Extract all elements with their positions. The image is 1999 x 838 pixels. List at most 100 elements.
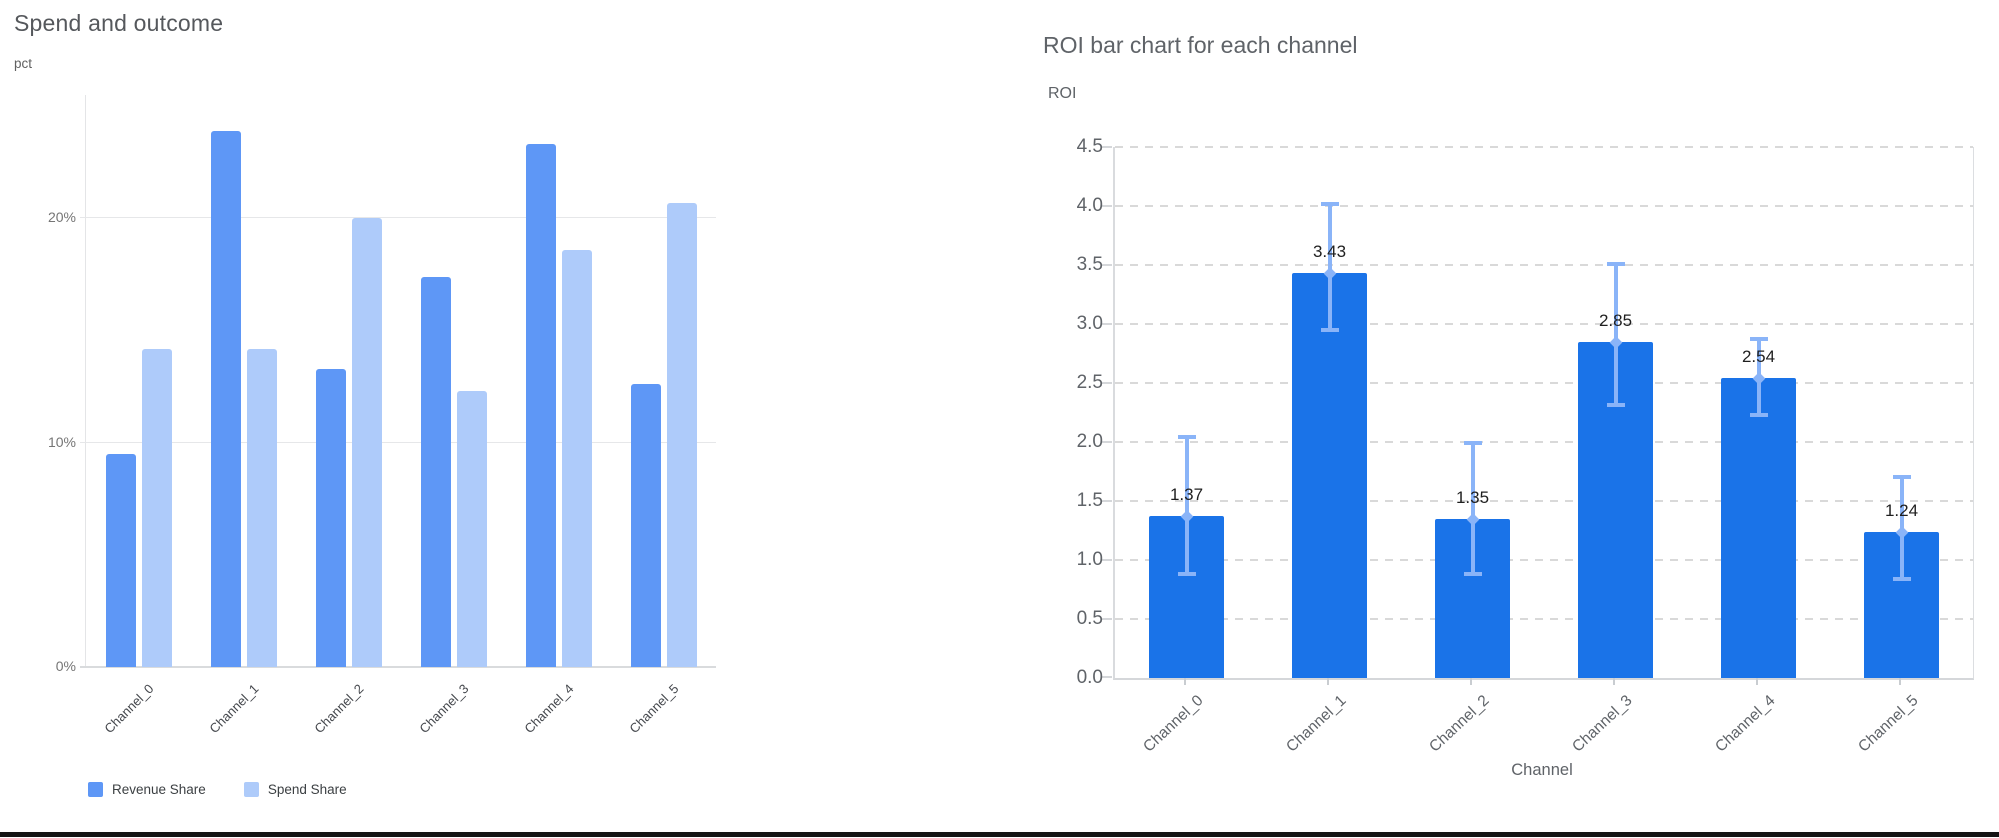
- y-tick-mark: [1102, 618, 1112, 620]
- legend-label: Revenue Share: [112, 782, 206, 797]
- x-tick-label: Channel_1: [206, 681, 262, 737]
- spend-share-bar: [456, 391, 487, 667]
- right-chart-y-axis-unit: ROI: [1048, 85, 1077, 102]
- spend-share-bar: [141, 348, 172, 667]
- bar-value-label: 2.54: [1741, 347, 1776, 367]
- revenue-share-bar: [105, 453, 136, 667]
- y-tick-label: 0.5: [1076, 608, 1103, 629]
- y-tick-label: 4.5: [1076, 136, 1103, 157]
- x-tick-label: Channel_5: [626, 681, 682, 737]
- y-tick-label: 3.5: [1076, 254, 1103, 275]
- spend-share-bar: [246, 348, 277, 667]
- revenue-share-bar: [630, 384, 661, 667]
- error-bar-cap: [1320, 327, 1339, 332]
- y-tick-mark: [1102, 264, 1112, 266]
- right-chart-bar-columns: 1.37 3.43 1.35 2.85 2.54 1.24: [1115, 147, 1973, 678]
- y-tick-label: 0.0: [1076, 667, 1103, 688]
- bar-value-label: 1.35: [1455, 487, 1490, 507]
- left-chart-y-axis-unit: pct: [14, 56, 33, 71]
- revenue-share-bar: [525, 144, 556, 667]
- legend-label: Spend Share: [267, 782, 347, 797]
- error-bar-cap: [1463, 572, 1482, 577]
- error-bar-cap: [1320, 201, 1339, 206]
- y-tick-mark: [1102, 500, 1112, 502]
- error-bar-cap: [1606, 261, 1625, 266]
- y-tick-label: 3.0: [1076, 313, 1103, 334]
- x-tick-mark: [1755, 678, 1758, 685]
- x-tick-label: Channel_4: [1711, 692, 1779, 756]
- y-tick-label: 2.5: [1076, 372, 1103, 393]
- bar-group-channel_2: [296, 95, 401, 667]
- bar-group-channel_1: [191, 95, 296, 667]
- revenue-share-bar: [420, 276, 451, 667]
- x-tick-mark: [1898, 678, 1901, 685]
- y-tick-mark: [1102, 205, 1112, 207]
- error-bar-cap: [1892, 475, 1911, 480]
- spend-share-bar: [666, 202, 697, 667]
- x-tick-label: Channel_1: [1282, 692, 1350, 756]
- error-bar-whisker: [1470, 443, 1475, 575]
- bar-group-channel_0: [86, 95, 191, 667]
- x-tick-label: Channel_0: [1139, 692, 1207, 756]
- left-chart-plot-area: [80, 95, 716, 668]
- roi-bar: [1721, 378, 1796, 678]
- y-tick-label: 1.5: [1076, 490, 1103, 511]
- error-bar-cap: [1463, 441, 1482, 446]
- right-chart-plot-area: 1.37 3.43 1.35 2.85 2.54 1.24: [1102, 146, 1974, 680]
- x-tick-label: Channel_2: [311, 681, 367, 737]
- x-tick-label: Channel_3: [1568, 692, 1636, 756]
- gridline: [1115, 264, 1973, 266]
- right-chart-title: ROI bar chart for each channel: [1043, 32, 1358, 58]
- bar-column-channel_5: 1.24: [1830, 147, 1973, 678]
- y-tick-mark: [1102, 676, 1112, 678]
- y-tick-label: 20%: [47, 209, 76, 226]
- legend-item-revenue-share: Revenue Share: [88, 782, 206, 797]
- revenue-share-bar: [210, 130, 241, 667]
- gridline: [1115, 559, 1973, 561]
- x-tick-mark: [1612, 678, 1615, 685]
- gridline: [1115, 618, 1973, 620]
- bar-group-channel_3: [401, 95, 506, 667]
- gridline: [80, 441, 716, 443]
- revenue-share-bar: [315, 368, 346, 667]
- bar-value-label: 1.37: [1169, 485, 1204, 505]
- bar-group-channel_5: [611, 95, 716, 667]
- x-tick-label: Channel_4: [521, 681, 577, 737]
- legend-item-spend-share: Spend Share: [243, 782, 347, 797]
- error-bar-cap: [1606, 403, 1625, 408]
- right-chart-x-axis-title: Channel: [1511, 761, 1573, 779]
- error-bar-whisker: [1613, 263, 1618, 406]
- bottom-divider-rule: [0, 832, 1999, 837]
- y-tick-label: 10%: [47, 433, 76, 450]
- x-tick-label: Channel_5: [1854, 692, 1922, 756]
- spend-share-swatch-icon: [243, 782, 259, 797]
- gridline: [1115, 205, 1973, 207]
- gridline: [1115, 500, 1973, 502]
- x-tick-label: Channel_2: [1425, 692, 1493, 756]
- x-tick-mark: [1183, 678, 1186, 685]
- error-bar-cap: [1749, 412, 1768, 417]
- error-bar-cap: [1749, 337, 1768, 342]
- bar-column-channel_1: 3.43: [1258, 147, 1401, 678]
- bar-value-label: 3.43: [1312, 242, 1347, 262]
- y-tick-mark: [1102, 441, 1112, 443]
- error-bar-cap: [1177, 572, 1196, 577]
- error-bar-cap: [1177, 435, 1196, 440]
- y-tick-mark: [1102, 323, 1112, 325]
- y-tick-mark: [1102, 146, 1112, 148]
- gridline: [1115, 441, 1973, 443]
- gridline: [80, 217, 716, 219]
- error-bar-cap: [1892, 576, 1911, 581]
- x-tick-mark: [1469, 678, 1472, 685]
- left-chart-legend: Revenue Share Spend Share: [88, 782, 347, 797]
- x-tick-label: Channel_0: [101, 681, 157, 737]
- y-tick-label: 0%: [55, 658, 76, 674]
- left-chart-x-axis-line: [80, 666, 716, 668]
- spend-share-bar: [351, 218, 382, 667]
- revenue-share-swatch-icon: [88, 782, 103, 797]
- error-bar-whisker: [1184, 437, 1189, 575]
- bar-column-channel_3: 2.85: [1544, 147, 1687, 678]
- y-tick-label: 4.0: [1076, 195, 1103, 216]
- gridline: [1115, 382, 1973, 384]
- bar-group-channel_4: [506, 95, 611, 667]
